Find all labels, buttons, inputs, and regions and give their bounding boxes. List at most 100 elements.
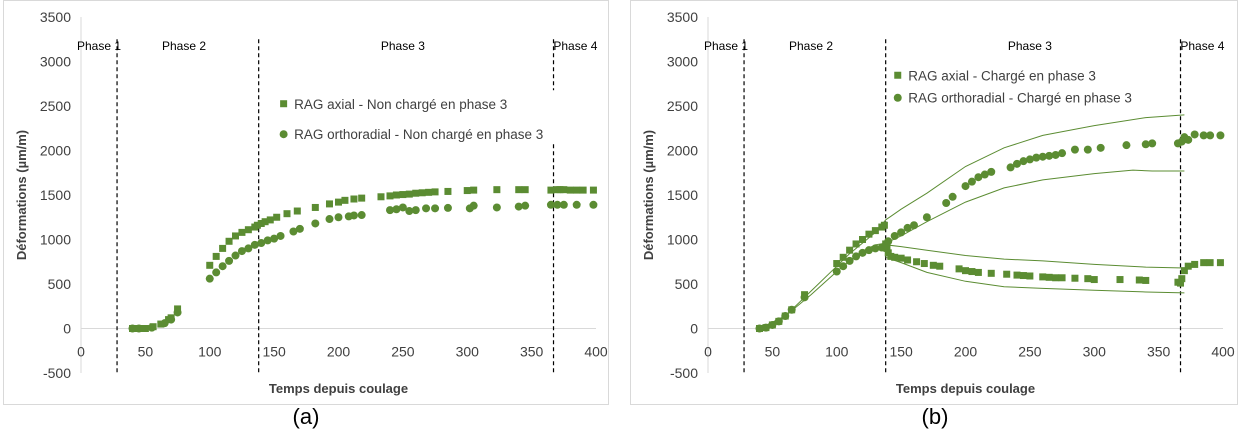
envelope-line — [759, 114, 1185, 329]
y-tick-label: 1000 — [40, 232, 71, 248]
data-point-circle — [884, 237, 893, 246]
y-tick-label: 3500 — [667, 9, 698, 25]
data-point-square — [266, 216, 274, 224]
x-tick-label: 0 — [77, 344, 85, 360]
data-point-circle — [276, 231, 285, 240]
data-point-circle — [1206, 131, 1215, 140]
y-axis-title: Déformations (µm/m) — [14, 130, 29, 260]
data-point-square — [463, 187, 471, 195]
y-tick-label: 1500 — [667, 187, 698, 203]
data-point-square — [987, 269, 995, 277]
data-point-square — [325, 200, 333, 208]
data-point-circle — [910, 221, 918, 230]
x-tick-label: 250 — [391, 344, 415, 360]
x-tick-label: 50 — [765, 344, 781, 360]
y-tick-label: -500 — [43, 365, 71, 381]
y-tick-label: 0 — [63, 321, 71, 337]
data-point-circle — [134, 324, 143, 333]
data-point-circle — [942, 199, 951, 208]
envelope-line — [885, 256, 1185, 294]
data-point-circle — [250, 240, 259, 249]
data-point-circle — [263, 236, 272, 245]
x-tick-label: 200 — [327, 344, 351, 360]
legend-label: RAG axial - Chargé en phase 3 — [908, 69, 1096, 84]
data-point-square — [1090, 276, 1098, 284]
y-tick-label: 2000 — [40, 143, 71, 159]
x-tick-label: 300 — [1083, 344, 1107, 360]
data-point-circle — [325, 215, 334, 224]
phase-label: Phase 2 — [162, 39, 206, 53]
data-point-circle — [1190, 130, 1199, 139]
data-point-square — [386, 192, 394, 200]
data-point-circle — [967, 177, 976, 186]
data-point-square — [412, 189, 420, 197]
phase-label: Phase 2 — [789, 39, 833, 53]
data-point-circle — [1058, 149, 1067, 158]
phase-label: Phase 3 — [1008, 39, 1052, 53]
data-point-square — [913, 258, 921, 266]
data-point-circle — [334, 213, 343, 222]
series-orthoradial — [128, 200, 598, 333]
data-point-square — [1116, 276, 1124, 284]
data-point-circle — [1216, 131, 1225, 140]
data-point-circle — [572, 200, 581, 209]
data-point-circle — [903, 223, 912, 232]
data-point-square — [573, 186, 581, 194]
data-point-circle — [357, 211, 366, 220]
data-point-square — [418, 189, 426, 197]
envelope-line — [759, 169, 1185, 329]
chart-panel-a: -500 0 500 1000 1500 2000 2500 3000 3500 0 50 100 15… — [3, 0, 609, 405]
data-point-square — [1084, 275, 1092, 283]
data-point-square — [852, 240, 860, 248]
data-point-circle — [521, 201, 530, 210]
data-point-square — [238, 228, 246, 236]
data-point-circle — [514, 202, 523, 211]
data-point-square — [1177, 279, 1185, 287]
data-point-circle — [231, 251, 240, 260]
data-point-square — [1013, 271, 1021, 279]
data-point-circle — [948, 192, 957, 201]
data-point-circle — [147, 323, 156, 332]
data-point-circle — [987, 167, 996, 176]
data-point-circle — [871, 244, 880, 253]
data-point-square — [1178, 275, 1186, 283]
data-point-square — [261, 218, 269, 226]
data-point-square — [547, 186, 555, 194]
data-point-circle — [761, 323, 770, 332]
data-point-square — [833, 260, 841, 268]
data-point-circle — [1013, 159, 1021, 168]
data-point-square — [955, 265, 963, 273]
legend-marker-circle — [893, 93, 902, 102]
data-point-circle — [559, 200, 568, 209]
data-point-square — [1071, 274, 1079, 282]
data-point-circle — [257, 239, 266, 248]
data-point-square — [515, 186, 523, 194]
panel-label-b: (b) — [921, 404, 949, 429]
x-tick-label: 100 — [198, 344, 222, 360]
data-point-square — [1191, 260, 1199, 268]
data-point-square — [891, 253, 899, 261]
data-point-square — [936, 262, 944, 270]
data-point-square — [335, 198, 342, 206]
data-point-circle — [160, 319, 169, 328]
data-point-circle — [392, 205, 401, 214]
data-point-circle — [167, 315, 176, 324]
data-point-circle — [890, 231, 899, 240]
data-point-square — [493, 186, 501, 194]
x-tick-label: 50 — [138, 344, 154, 360]
data-point-circle — [1019, 157, 1028, 166]
data-point-square — [884, 249, 892, 257]
data-point-square — [425, 188, 433, 196]
data-point-circle — [443, 203, 452, 212]
data-point-circle — [974, 173, 983, 182]
data-point-circle — [755, 324, 764, 333]
data-point-square — [244, 226, 252, 234]
y-tick-label: 1500 — [40, 187, 71, 203]
y-tick-label: 3500 — [40, 9, 71, 25]
data-point-square — [405, 190, 413, 198]
data-point-square — [283, 210, 291, 218]
data-point-square — [566, 186, 574, 194]
data-point-circle — [349, 211, 358, 220]
y-tick-label: -500 — [670, 365, 698, 381]
data-point-circle — [832, 267, 841, 276]
